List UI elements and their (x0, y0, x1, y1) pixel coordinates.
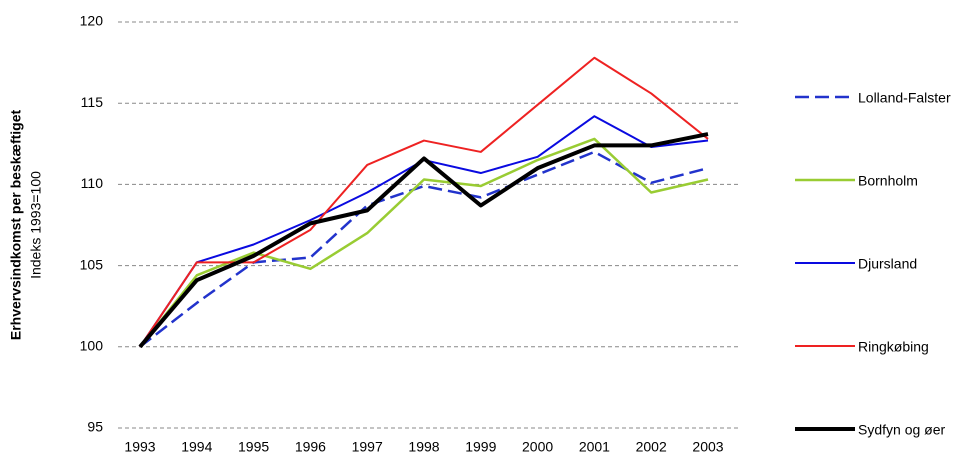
y-tick-label: 120 (80, 13, 104, 29)
series-line (139, 56, 709, 348)
legend-label: Sydfyn og øer (858, 422, 945, 438)
series-line (138, 132, 709, 349)
y-axis-sublabel: Indeks 1993=100 (28, 171, 44, 279)
x-tick-label: 2002 (636, 439, 667, 455)
x-tick-label: 1998 (408, 439, 439, 455)
legend-label: Lolland-Falster (858, 90, 951, 106)
y-tick-label: 105 (80, 256, 104, 272)
x-tick-label: 1995 (238, 439, 269, 455)
y-axis-label: Erhvervsindkomst per beskæftiget (8, 110, 24, 341)
series-line (139, 137, 709, 348)
y-tick-label: 115 (81, 94, 104, 110)
y-tick-label: 110 (81, 175, 104, 191)
y-tick-label: 100 (80, 338, 104, 354)
x-tick-label: 1996 (295, 439, 326, 455)
x-tick-label: 1994 (181, 439, 212, 455)
legend-label: Ringkøbing (858, 339, 929, 355)
series-line (139, 115, 709, 348)
x-tick-label: 2003 (692, 439, 723, 455)
x-tick-label: 1999 (465, 439, 496, 455)
x-tick-label: 1993 (124, 439, 155, 455)
legend-label: Djursland (858, 256, 917, 272)
y-tick-label: 95 (87, 419, 103, 435)
legend-label: Bornholm (858, 173, 918, 189)
x-tick-label: 1997 (352, 439, 383, 455)
x-tick-label: 2001 (579, 439, 610, 455)
x-tick-label: 2000 (522, 439, 553, 455)
